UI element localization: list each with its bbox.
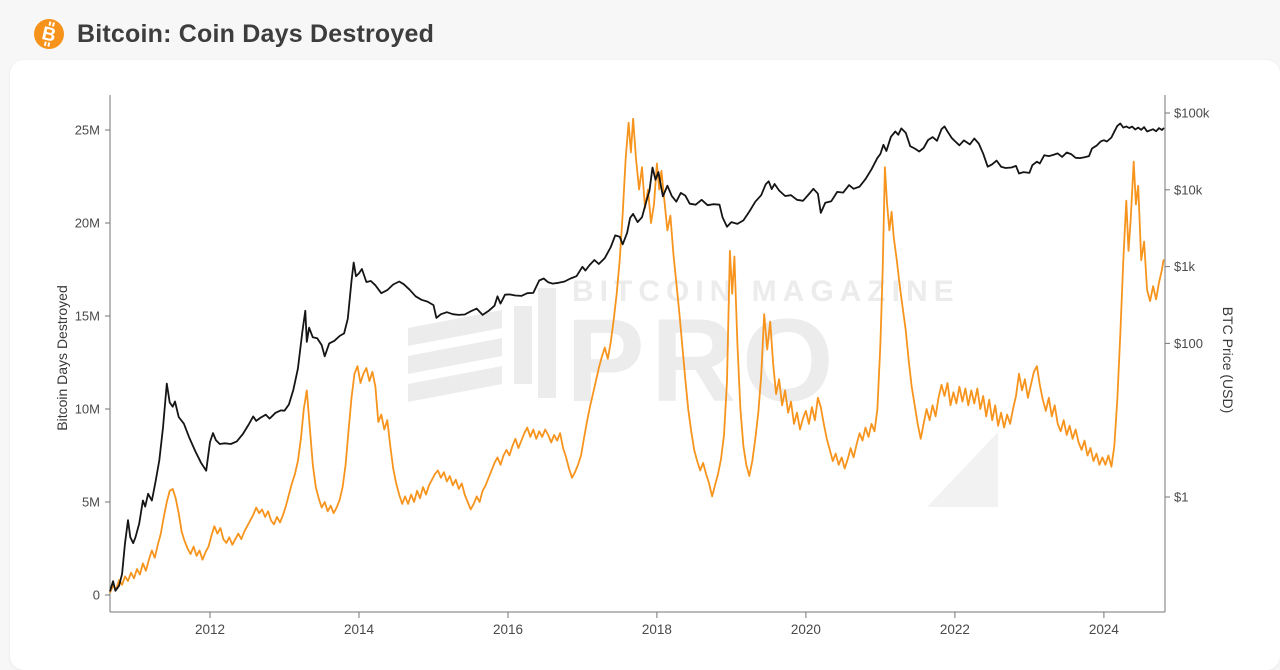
left-tick-label: 0 xyxy=(93,588,100,603)
svg-text:B: B xyxy=(40,23,58,47)
cdd-line[interactable] xyxy=(109,117,1165,594)
axis-labels: 2012 2014 2016 2018 2020 2022 2024 0 5M 10M 15M 20M… xyxy=(75,106,1210,638)
page-header: B Bitcoin: Coin Days Destroyed xyxy=(0,0,1280,55)
watermark-logo-bar xyxy=(408,310,502,346)
watermark-logo-bar xyxy=(538,288,556,398)
x-tick-label: 2014 xyxy=(344,622,375,637)
bitcoin-icon: B xyxy=(34,19,64,49)
left-axis-title: Bitcoin Days Destroyed xyxy=(54,285,70,431)
left-tick-label: 25M xyxy=(75,123,100,138)
right-tick-label: $1k xyxy=(1174,259,1195,274)
left-tick-label: 15M xyxy=(75,309,100,324)
x-tick-label: 2024 xyxy=(1089,622,1120,637)
left-tick-label: 10M xyxy=(75,402,100,417)
right-tick-label: $100 xyxy=(1174,336,1203,351)
chart-canvas[interactable]: BITCOIN MAGAZINE®PRO 2012 2014 2016 2018 2020… xyxy=(10,60,1280,670)
watermark: BITCOIN MAGAZINE®PRO xyxy=(408,275,960,427)
right-tick-label: $1 xyxy=(1174,490,1188,505)
x-tick-label: 2016 xyxy=(493,622,523,637)
watermark-text: BITCOIN MAGAZINE xyxy=(572,275,960,308)
watermark-pro: PRO xyxy=(566,295,840,427)
right-axis-title: BTC Price (USD) xyxy=(1220,306,1236,414)
watermark-logo-bar xyxy=(408,338,502,374)
x-tick-label: 2018 xyxy=(642,622,672,637)
price-line[interactable] xyxy=(109,122,1165,592)
watermark-logo-bar xyxy=(408,366,502,402)
x-tick-label: 2022 xyxy=(940,622,970,637)
watermark-triangle xyxy=(927,432,998,507)
axes xyxy=(105,95,1170,618)
left-tick-label: 5M xyxy=(82,495,100,510)
page-title: Bitcoin: Coin Days Destroyed xyxy=(77,19,435,48)
watermark-logo-bar xyxy=(514,306,532,384)
left-tick-label: 20M xyxy=(75,216,100,231)
chart-card: BITCOIN MAGAZINE ® PRO 2012 2014 2016 2018 2020… xyxy=(10,60,1280,670)
right-tick-label: $10k xyxy=(1174,182,1203,197)
x-tick-label: 2012 xyxy=(195,622,225,637)
right-tick-label: $100k xyxy=(1174,106,1210,121)
x-tick-label: 2020 xyxy=(791,622,821,637)
